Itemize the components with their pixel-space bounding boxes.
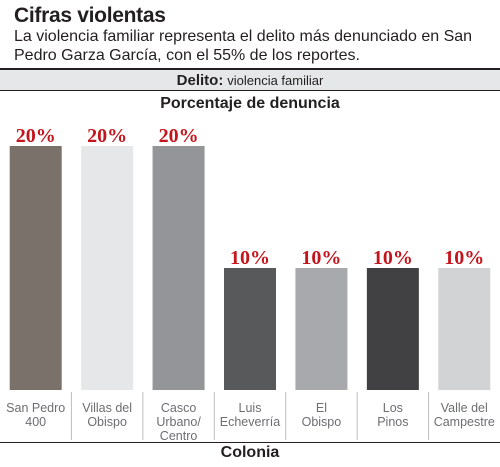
x-tick-label: Valle del Campestre: [434, 401, 495, 429]
x-tick-label: Casco Urbano/Centro: [156, 401, 201, 443]
x-tick-label-line: 400: [25, 415, 46, 429]
x-tick-label: El Obispo: [302, 401, 342, 429]
x-tick-label-line: El: [316, 401, 327, 415]
x-tick-label-line: Valle del: [441, 401, 488, 415]
bar: [81, 146, 134, 390]
x-axis-label: Colonia: [220, 444, 280, 461]
filter-band: Delito: violencia familiar: [0, 70, 500, 90]
data-label: 10%: [230, 247, 270, 269]
x-tick-label-line: Pinos: [377, 415, 408, 429]
x-tick-label-line: Villas del: [82, 401, 132, 415]
data-label: 10%: [373, 247, 413, 269]
x-tick-label-line: Obispo: [302, 415, 342, 429]
x-tick-label: Los Pinos: [377, 401, 408, 429]
page-subtitle: La violencia familiar representa el deli…: [14, 28, 473, 64]
bar: [295, 268, 348, 390]
bottom-rule: [0, 442, 500, 443]
x-tick-label-line: Obispo: [87, 415, 127, 429]
x-tick-label-line: Luis: [239, 401, 262, 415]
x-tick-label-line: Los: [383, 401, 403, 415]
chart-title: Porcentaje de denuncia: [160, 95, 340, 112]
data-label: 20%: [16, 125, 56, 147]
x-tick-label-line: San Pedro: [6, 401, 65, 415]
data-label: 20%: [87, 125, 127, 147]
x-tick-label: San Pedro 400: [6, 401, 65, 429]
bar: [152, 146, 205, 390]
x-tick-label-line: Echeverría: [220, 415, 280, 429]
filter-rule: [0, 90, 500, 91]
bar: [366, 268, 419, 390]
x-tick-label: Luis Echeverría: [220, 401, 280, 429]
x-tick-label: Villas del Obispo: [82, 401, 132, 429]
x-tick-label-line: Centro: [160, 429, 198, 443]
bar: [438, 268, 491, 390]
x-tick-label-line: Urbano/: [156, 415, 201, 429]
x-tick-label-line: Casco: [161, 401, 196, 415]
data-label: 10%: [301, 247, 341, 269]
top-rule: [0, 68, 500, 70]
filter-key: Delito:: [176, 72, 224, 89]
filter-value: violencia familiar: [227, 73, 324, 88]
bar: [9, 146, 62, 390]
data-label: 20%: [159, 125, 199, 147]
page-title: Cifras violentas: [14, 4, 166, 27]
bar: [224, 268, 276, 390]
x-tick-label-line: Campestre: [434, 415, 495, 429]
data-label: 10%: [444, 247, 484, 269]
